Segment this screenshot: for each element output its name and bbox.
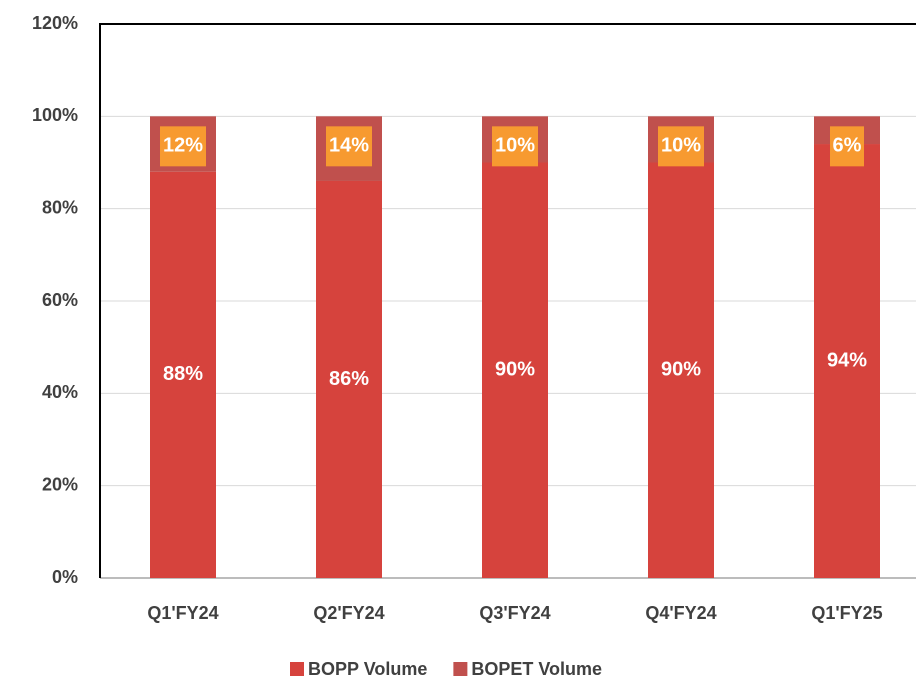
label-box bbox=[326, 126, 372, 167]
value-label: 12% bbox=[163, 135, 203, 157]
value-label: 94% bbox=[827, 349, 867, 371]
label-box bbox=[160, 126, 206, 167]
x-tick-label: Q1'FY25 bbox=[811, 603, 882, 623]
bar-segment bbox=[316, 180, 382, 578]
value-label: 88% bbox=[163, 363, 203, 385]
value-label: 86% bbox=[329, 368, 369, 390]
y-tick-label: 40% bbox=[42, 382, 78, 402]
legend-label: BOPP Volume bbox=[308, 659, 427, 679]
value-label: 90% bbox=[661, 359, 701, 381]
bar-segment bbox=[150, 171, 216, 578]
value-label: 14% bbox=[329, 135, 369, 157]
value-label: 10% bbox=[661, 135, 701, 157]
legend-label: BOPET Volume bbox=[471, 659, 602, 679]
legend-swatch bbox=[290, 662, 304, 676]
x-tick-label: Q1'FY24 bbox=[147, 603, 218, 623]
x-tick-label: Q3'FY24 bbox=[479, 603, 550, 623]
x-tick-label: Q2'FY24 bbox=[313, 603, 384, 623]
value-label: 10% bbox=[495, 135, 535, 157]
x-tick-label: Q4'FY24 bbox=[645, 603, 716, 623]
y-tick-label: 80% bbox=[42, 197, 78, 217]
label-box bbox=[830, 126, 864, 167]
legend-swatch bbox=[453, 662, 468, 676]
bar-segment bbox=[814, 144, 880, 579]
value-label: 6% bbox=[833, 135, 862, 157]
bar-segment bbox=[648, 162, 714, 578]
y-tick-label: 60% bbox=[42, 290, 78, 310]
y-tick-label: 120% bbox=[32, 13, 78, 33]
label-box bbox=[658, 126, 704, 167]
y-tick-label: 20% bbox=[42, 474, 78, 494]
label-box bbox=[492, 126, 538, 167]
bar-segment bbox=[482, 162, 548, 578]
plot-border bbox=[99, 23, 916, 578]
y-tick-label: 0% bbox=[52, 567, 78, 587]
value-label: 90% bbox=[495, 359, 535, 381]
y-tick-label: 100% bbox=[32, 105, 78, 125]
